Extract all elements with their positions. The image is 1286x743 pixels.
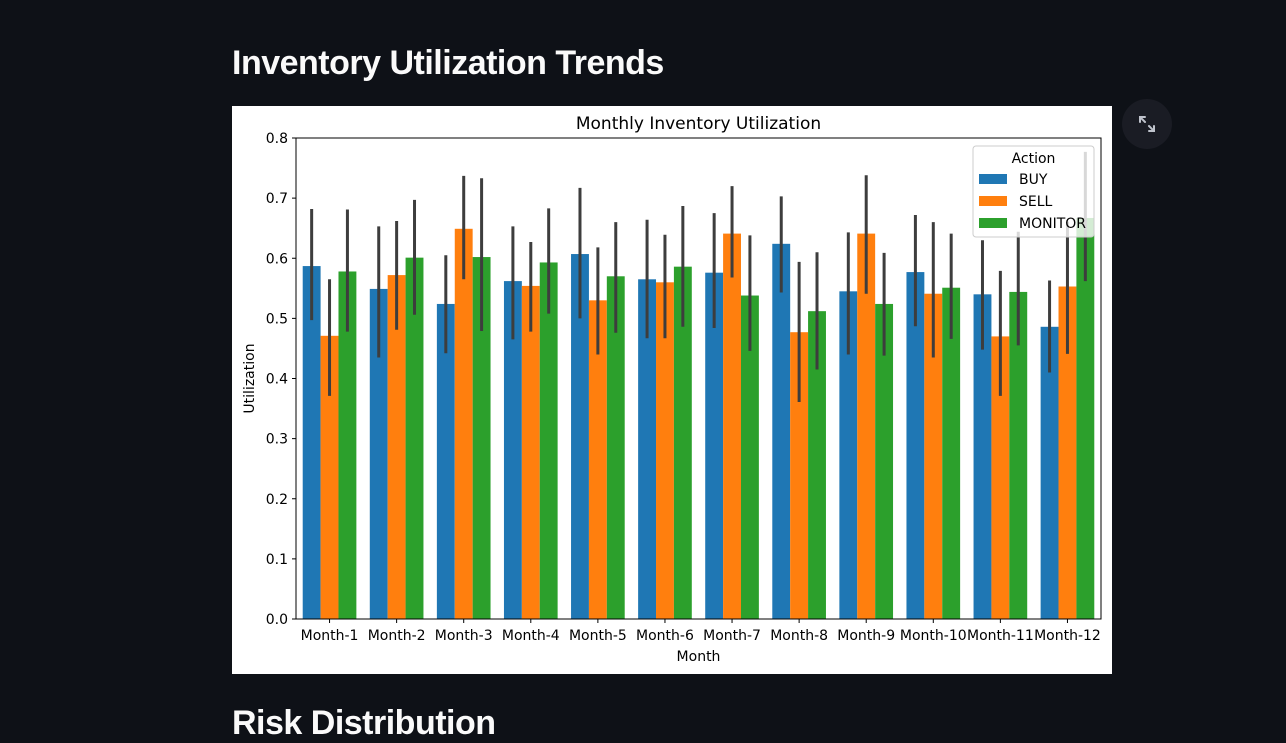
bar-sell — [387, 275, 406, 619]
bar-buy — [436, 303, 455, 619]
bar-buy — [1040, 326, 1059, 619]
x-tick-label: Month-12 — [1034, 628, 1101, 644]
x-tick-label: Month-6 — [636, 628, 694, 644]
bar-monitor — [808, 311, 826, 619]
bar-monitor — [405, 257, 424, 619]
expand-icon — [1139, 116, 1155, 132]
bar-buy — [638, 279, 657, 619]
y-tick-label: 0.7 — [266, 191, 288, 207]
bar-buy — [302, 266, 321, 619]
legend-label: MONITOR — [1019, 216, 1086, 232]
bar-buy — [571, 254, 589, 619]
x-tick-label: Month-10 — [900, 628, 967, 644]
bar-monitor — [1009, 291, 1028, 619]
legend-swatch-sell — [979, 196, 1007, 206]
bar-buy — [705, 272, 724, 619]
bar-monitor — [673, 266, 692, 619]
chart-title: Monthly Inventory Utilization — [576, 114, 821, 134]
bar-monitor — [338, 271, 357, 619]
bar-monitor — [606, 276, 625, 619]
y-tick-label: 0.2 — [266, 492, 288, 508]
legend-swatch-monitor — [979, 218, 1007, 228]
section-title: Inventory Utilization Trends — [232, 44, 664, 82]
y-tick-label: 0.8 — [266, 131, 288, 147]
y-tick-label: 0.4 — [266, 372, 288, 388]
bar-monitor — [942, 287, 961, 619]
bar-buy — [503, 281, 522, 619]
legend-title: Action — [1012, 151, 1056, 167]
bar-sell — [991, 336, 1010, 619]
x-tick-label: Month-8 — [770, 628, 828, 644]
x-tick-label: Month-9 — [837, 628, 895, 644]
bar-sell — [924, 293, 943, 619]
bar-buy — [839, 291, 858, 619]
bar-sell — [723, 233, 741, 619]
x-tick-label: Month-4 — [502, 628, 560, 644]
x-tick-label: Month-11 — [967, 628, 1034, 644]
bar-sell — [454, 228, 473, 619]
bar-monitor — [539, 262, 558, 619]
y-tick-label: 0.5 — [266, 311, 288, 327]
bar-sell — [656, 282, 674, 619]
bar-buy — [906, 272, 925, 619]
bar-sell — [521, 285, 540, 619]
x-tick-label: Month-7 — [703, 628, 761, 644]
bar-monitor — [875, 303, 894, 619]
expand-button[interactable] — [1122, 99, 1172, 149]
bar-monitor — [1076, 217, 1095, 619]
legend-box — [972, 145, 1095, 238]
x-tick-label: Month-2 — [368, 628, 426, 644]
bar-sell — [857, 233, 876, 619]
legend-swatch-buy — [979, 174, 1007, 184]
y-tick-label: 0.0 — [266, 612, 288, 628]
y-tick-label: 0.6 — [266, 251, 288, 267]
bar-sell — [1058, 286, 1077, 619]
y-tick-label: 0.1 — [266, 552, 288, 568]
bar-sell — [790, 332, 809, 619]
bar-sell — [588, 300, 607, 619]
bar-buy — [369, 288, 388, 619]
bar-monitor — [740, 295, 759, 619]
bar-buy — [772, 243, 791, 619]
x-tick-label: Month-3 — [435, 628, 493, 644]
x-tick-label: Month-1 — [301, 628, 359, 644]
chart-figure: 0.0 0.1 0.2 0.3 0.4 0.5 0.6 0.7 0.8 Month-1 Month-… — [232, 106, 1112, 674]
y-tick-label: 0.3 — [266, 432, 288, 448]
bar-monitor — [472, 257, 491, 619]
bar-chart: 0.0 0.1 0.2 0.3 0.4 0.5 0.6 0.7 0.8 Month-1 Month-… — [242, 114, 1102, 665]
y-axis-label: Utilization — [242, 343, 258, 413]
x-tick-label: Month-5 — [569, 628, 627, 644]
legend-label: BUY — [1019, 172, 1048, 188]
bar-sell — [320, 335, 339, 619]
x-axis-label: Month — [677, 649, 721, 665]
bar-buy — [973, 294, 992, 619]
next-section-title: Risk Distribution — [232, 704, 496, 742]
legend-label: SELL — [1019, 194, 1053, 210]
